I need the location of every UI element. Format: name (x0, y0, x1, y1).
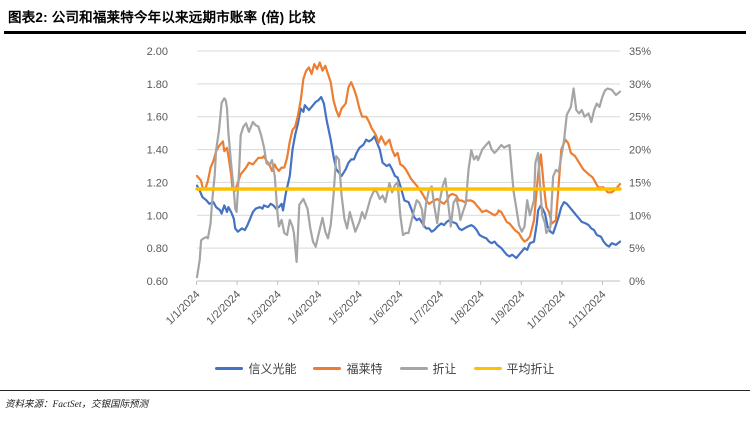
y-left-tick-label: 0.60 (147, 276, 168, 288)
y-left-tick-label: 2.00 (147, 46, 168, 58)
legend-label: 信义光能 (248, 362, 297, 376)
y-left-tick-label: 1.80 (147, 79, 168, 91)
source-note: 资料来源：FactSet，交银国际预测 (5, 400, 149, 410)
y-right-tick-label: 5% (629, 243, 645, 255)
legend-item-折让: 折让 (399, 360, 457, 377)
legend: 信义光能 福莱特 折让 平均折让 (150, 360, 620, 377)
x-tick-label: 1/6/2024 (367, 289, 406, 328)
legend-label: 平均折让 (506, 362, 555, 376)
legend-item-信义光能: 信义光能 (215, 360, 296, 377)
y-right-tick-label: 15% (629, 177, 651, 189)
legend-label: 折让 (432, 362, 457, 376)
figure-title: 图表2: 公司和福莱特今年以来远期市账率 (倍) 比较 (8, 10, 316, 25)
x-tick-label: 1/2/2024 (204, 289, 243, 328)
footer-divider (0, 390, 750, 391)
x-tick-label: 1/7/2024 (407, 289, 446, 328)
x-tick-label: 1/1/2024 (164, 289, 203, 328)
x-tick-label: 1/5/2024 (326, 289, 365, 328)
y-left-tick-label: 1.20 (147, 177, 168, 189)
y-right-tick-label: 25% (629, 112, 651, 124)
x-tick-label: 1/3/2024 (245, 289, 284, 328)
legend-label: 福莱特 (346, 362, 383, 376)
y-left-tick-label: 1.60 (147, 112, 168, 124)
y-left-tick-label: 1.40 (147, 145, 168, 157)
series-line-福莱特 (195, 61, 622, 243)
x-tick-label: 1/8/2024 (448, 289, 487, 328)
title-divider (4, 31, 746, 34)
series-line-折让 (195, 87, 622, 279)
x-tick-label: 1/4/2024 (286, 289, 325, 328)
legend-item-平均折让: 平均折让 (473, 360, 555, 377)
series-line-信义光能 (195, 95, 622, 260)
legend-swatch (313, 366, 342, 371)
legend-item-福莱特: 福莱特 (313, 360, 383, 377)
y-left-tick-label: 1.00 (147, 210, 168, 222)
y-right-tick-label: 35% (629, 46, 651, 58)
legend-swatch (399, 366, 428, 371)
x-tick-label: 1/9/2024 (489, 289, 528, 328)
y-right-tick-label: 0% (629, 276, 645, 288)
y-right-tick-label: 30% (629, 79, 651, 91)
y-left-tick-label: 0.80 (147, 243, 168, 255)
x-tick-label: 1/11/2024 (566, 289, 609, 332)
legend-swatch (215, 366, 244, 371)
x-tick-label: 1/10/2024 (525, 289, 568, 332)
y-right-tick-label: 10% (629, 210, 651, 222)
y-right-tick-label: 20% (629, 145, 651, 157)
legend-swatch (473, 366, 502, 371)
